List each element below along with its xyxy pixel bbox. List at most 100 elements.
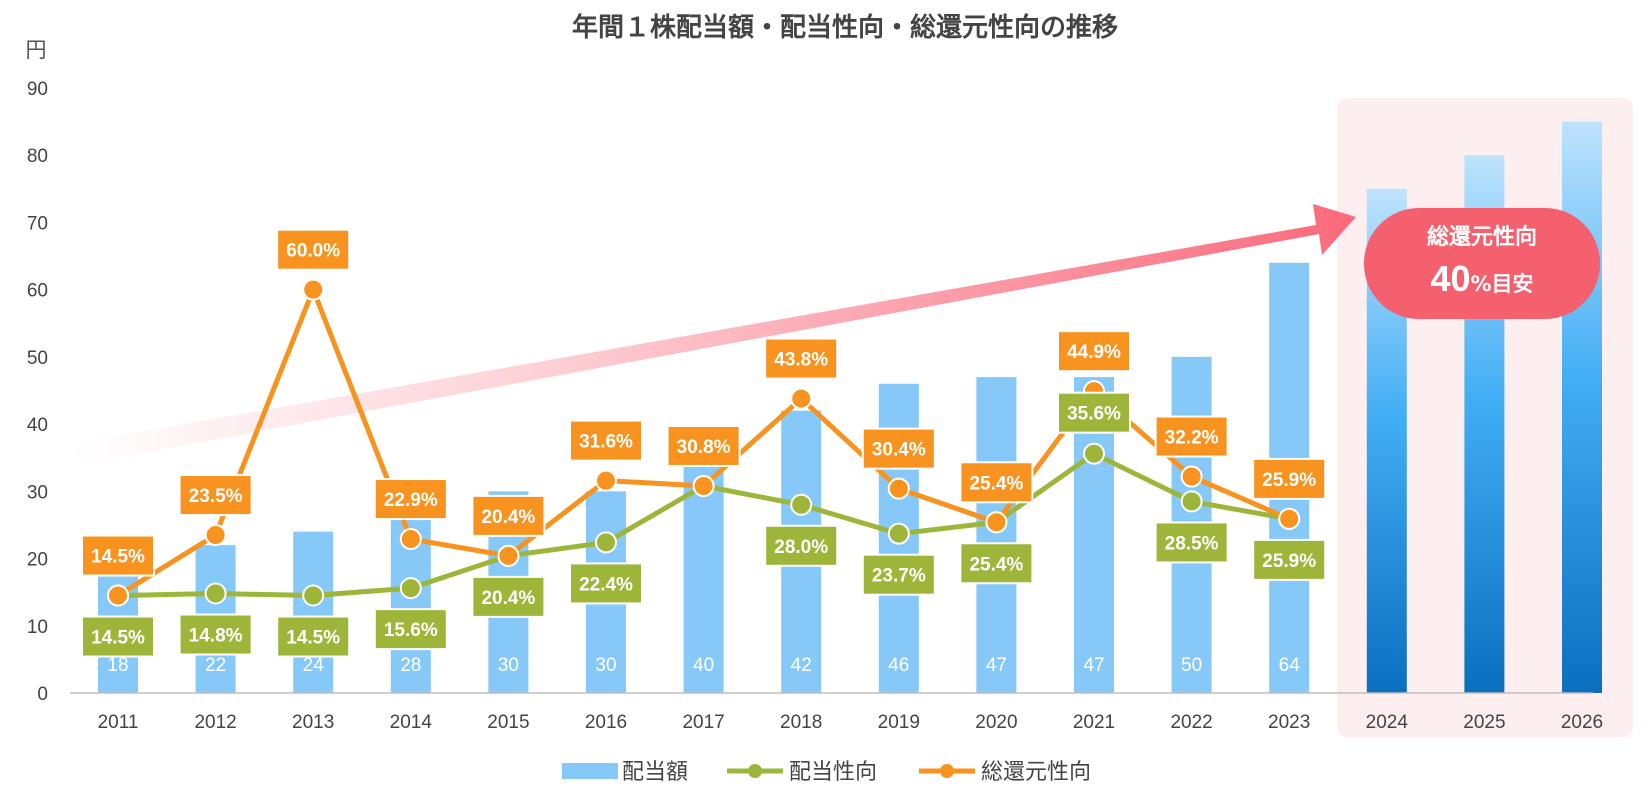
payout-ratio-label: 22.4%	[579, 574, 633, 595]
total-return-ratio-label-box	[959, 461, 1034, 504]
dividend-bar	[293, 531, 334, 693]
y-tick-label: 60	[27, 281, 48, 302]
legend-swatch-bar	[562, 763, 618, 779]
payout-ratio-label-box	[81, 615, 155, 658]
y-axis-unit: 円	[26, 38, 47, 62]
payout-ratio-label: 15.6%	[384, 620, 438, 641]
payout-ratio-label: 23.7%	[872, 566, 926, 587]
total-return-ratio-label-box	[81, 534, 155, 577]
total-return-ratio-label: 30.8%	[677, 437, 731, 458]
legend-label-bar: 配当額	[622, 760, 688, 785]
chart-title: 年間１株配当額・配当性向・総還元性向の推移	[572, 12, 1118, 43]
bar-value-label: 24	[303, 655, 325, 676]
payout-ratio-marker	[1180, 490, 1203, 513]
total-return-ratio-label: 30.4%	[872, 440, 926, 461]
x-tick-label: 2025	[1463, 712, 1505, 733]
payout-ratio-label-box	[276, 615, 351, 658]
total-return-ratio-marker	[302, 278, 325, 301]
total-return-ratio-marker	[985, 511, 1008, 534]
total-return-ratio-label: 44.9%	[1067, 342, 1121, 363]
payout-ratio-label: 28.5%	[1165, 533, 1219, 554]
payout-ratio-label-box	[178, 613, 253, 656]
target-badge: 総還元性向 40%目安	[1364, 208, 1600, 319]
legend-label-orange: 総還元性向	[981, 760, 1091, 785]
total-return-ratio-label: 32.2%	[1165, 428, 1219, 449]
payout-ratio-label: 28.0%	[774, 537, 828, 558]
payout-ratio-label: 14.5%	[286, 628, 340, 649]
total-return-ratio-label-box	[178, 474, 253, 517]
total-return-ratio-marker	[399, 528, 422, 551]
payout-ratio-label: 20.4%	[481, 588, 535, 609]
y-tick-label: 80	[27, 146, 48, 167]
total-return-ratio-marker	[1180, 465, 1203, 488]
x-tick-label: 2018	[780, 712, 822, 733]
total-return-ratio-label-box	[1252, 457, 1327, 500]
total-return-ratio-marker	[790, 387, 813, 410]
y-tick-label: 70	[27, 213, 48, 234]
x-tick-label: 2023	[1268, 712, 1310, 733]
payout-ratio-label: 35.6%	[1067, 404, 1121, 425]
payout-ratio-label-box	[959, 542, 1034, 585]
dividend-bar	[976, 377, 1017, 693]
x-tick-label: 2012	[194, 712, 236, 733]
growth-arrow	[72, 204, 1356, 465]
bar-value-label: 42	[791, 655, 812, 676]
payout-ratio-label-box	[1252, 538, 1327, 581]
payout-ratio-label: 25.9%	[1262, 551, 1316, 572]
target-value: 40	[1430, 258, 1470, 299]
total-return-ratio-label: 31.6%	[579, 432, 633, 453]
target-badge-line2: 40%目安	[1430, 258, 1533, 299]
total-return-ratio-label: 14.5%	[91, 547, 145, 568]
bar-value-label: 22	[205, 655, 226, 676]
bar-value-label: 30	[595, 655, 616, 676]
x-tick-label: 2019	[878, 712, 920, 733]
total-return-ratio-label: 60.0%	[286, 241, 340, 262]
legend: 配当額 配当性向 総還元性向	[562, 760, 1091, 785]
payout-ratio-label-box	[861, 553, 936, 596]
target-suffix: %目安	[1471, 272, 1534, 296]
y-tick-label: 50	[27, 348, 48, 369]
dividend-bar	[683, 424, 724, 693]
payout-ratio-marker	[595, 531, 617, 554]
bar-value-label: 28	[400, 655, 421, 676]
payout-ratio-marker	[302, 584, 325, 607]
payout-ratio-label-box	[569, 562, 643, 605]
x-tick-label: 2015	[487, 712, 529, 733]
legend-marker-green	[748, 764, 762, 778]
total-return-ratio-marker	[204, 524, 227, 547]
x-tick-label: 2021	[1073, 712, 1115, 733]
total-return-ratio-label: 25.9%	[1262, 470, 1316, 491]
x-tick-label: 2026	[1561, 712, 1603, 733]
payout-ratio-label: 25.4%	[969, 554, 1023, 575]
y-axis: 0 10 20 30 40 50 60 70 80 90	[27, 79, 48, 705]
total-return-ratio-marker	[1278, 507, 1301, 530]
y-tick-label: 90	[27, 79, 48, 100]
total-return-ratio-label-box	[276, 228, 351, 271]
x-tick-label: 2016	[585, 712, 627, 733]
total-return-ratio-marker	[497, 544, 520, 567]
target-badge-bg	[1364, 208, 1600, 319]
bar-value-label: 18	[107, 655, 128, 676]
total-return-ratio-label: 25.4%	[969, 473, 1023, 494]
legend-label-green: 配当性向	[789, 760, 877, 785]
total-return-ratio-marker	[107, 584, 129, 607]
bar-value-label: 64	[1279, 655, 1301, 676]
total-return-ratio-label: 23.5%	[189, 486, 243, 507]
y-tick-label: 0	[37, 684, 48, 705]
target-badge-line1: 総還元性向	[1427, 224, 1537, 250]
data-labels: 14.5% 14.8% 14.5% 15.6% 20.4% 22.4% 30.8% 28.0%…	[81, 228, 1327, 658]
payout-ratio-label-box	[471, 575, 546, 618]
payout-ratio-label-box	[373, 608, 448, 651]
total-return-ratio-label: 43.8%	[774, 350, 828, 371]
total-return-ratio-label-box	[666, 424, 741, 467]
total-return-ratio-marker	[887, 477, 910, 500]
total-return-ratio-label-box	[471, 494, 546, 537]
x-tick-label: 2020	[975, 712, 1017, 733]
total-return-ratio-label: 20.4%	[481, 507, 535, 528]
y-tick-label: 30	[27, 482, 48, 503]
x-tick-label: 2017	[682, 712, 724, 733]
payout-ratio-label: 14.8%	[189, 626, 243, 647]
x-tick-label: 2022	[1170, 712, 1212, 733]
line-series	[107, 278, 1301, 607]
